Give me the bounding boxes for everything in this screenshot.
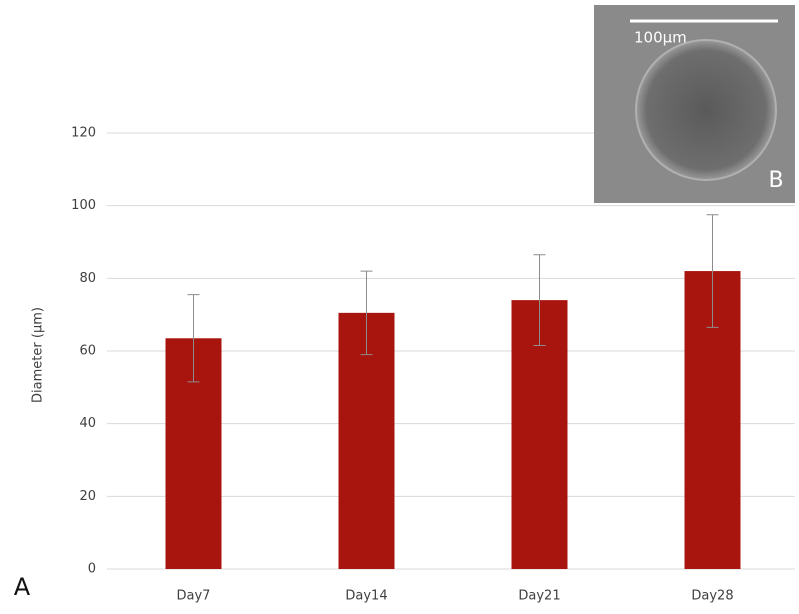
x-tick-label: Day21: [518, 589, 560, 604]
chart: Diameter (µm) A 0 20 40 60 80 100 120 Day7 Day14…: [0, 0, 799, 610]
y-tick-label: 80: [79, 271, 96, 286]
y-axis-label: Diameter (µm): [31, 307, 46, 403]
y-tick-label: 20: [79, 489, 96, 504]
y-tick-label: 120: [71, 126, 96, 141]
inset-label: B: [768, 168, 783, 193]
x-tick-label: Day28: [691, 589, 733, 604]
x-tick-label: Day7: [177, 589, 211, 604]
y-tick-label: 100: [71, 198, 96, 213]
y-tick-label: 0: [88, 562, 96, 577]
inset-image: 100µm B: [594, 5, 795, 203]
y-tick-label: 60: [79, 344, 96, 359]
panel-label: A: [14, 573, 31, 601]
scale-bar-label: 100µm: [634, 29, 687, 47]
x-tick-label: Day14: [345, 589, 387, 604]
y-tick-label: 40: [79, 416, 96, 431]
cell: [636, 40, 776, 180]
